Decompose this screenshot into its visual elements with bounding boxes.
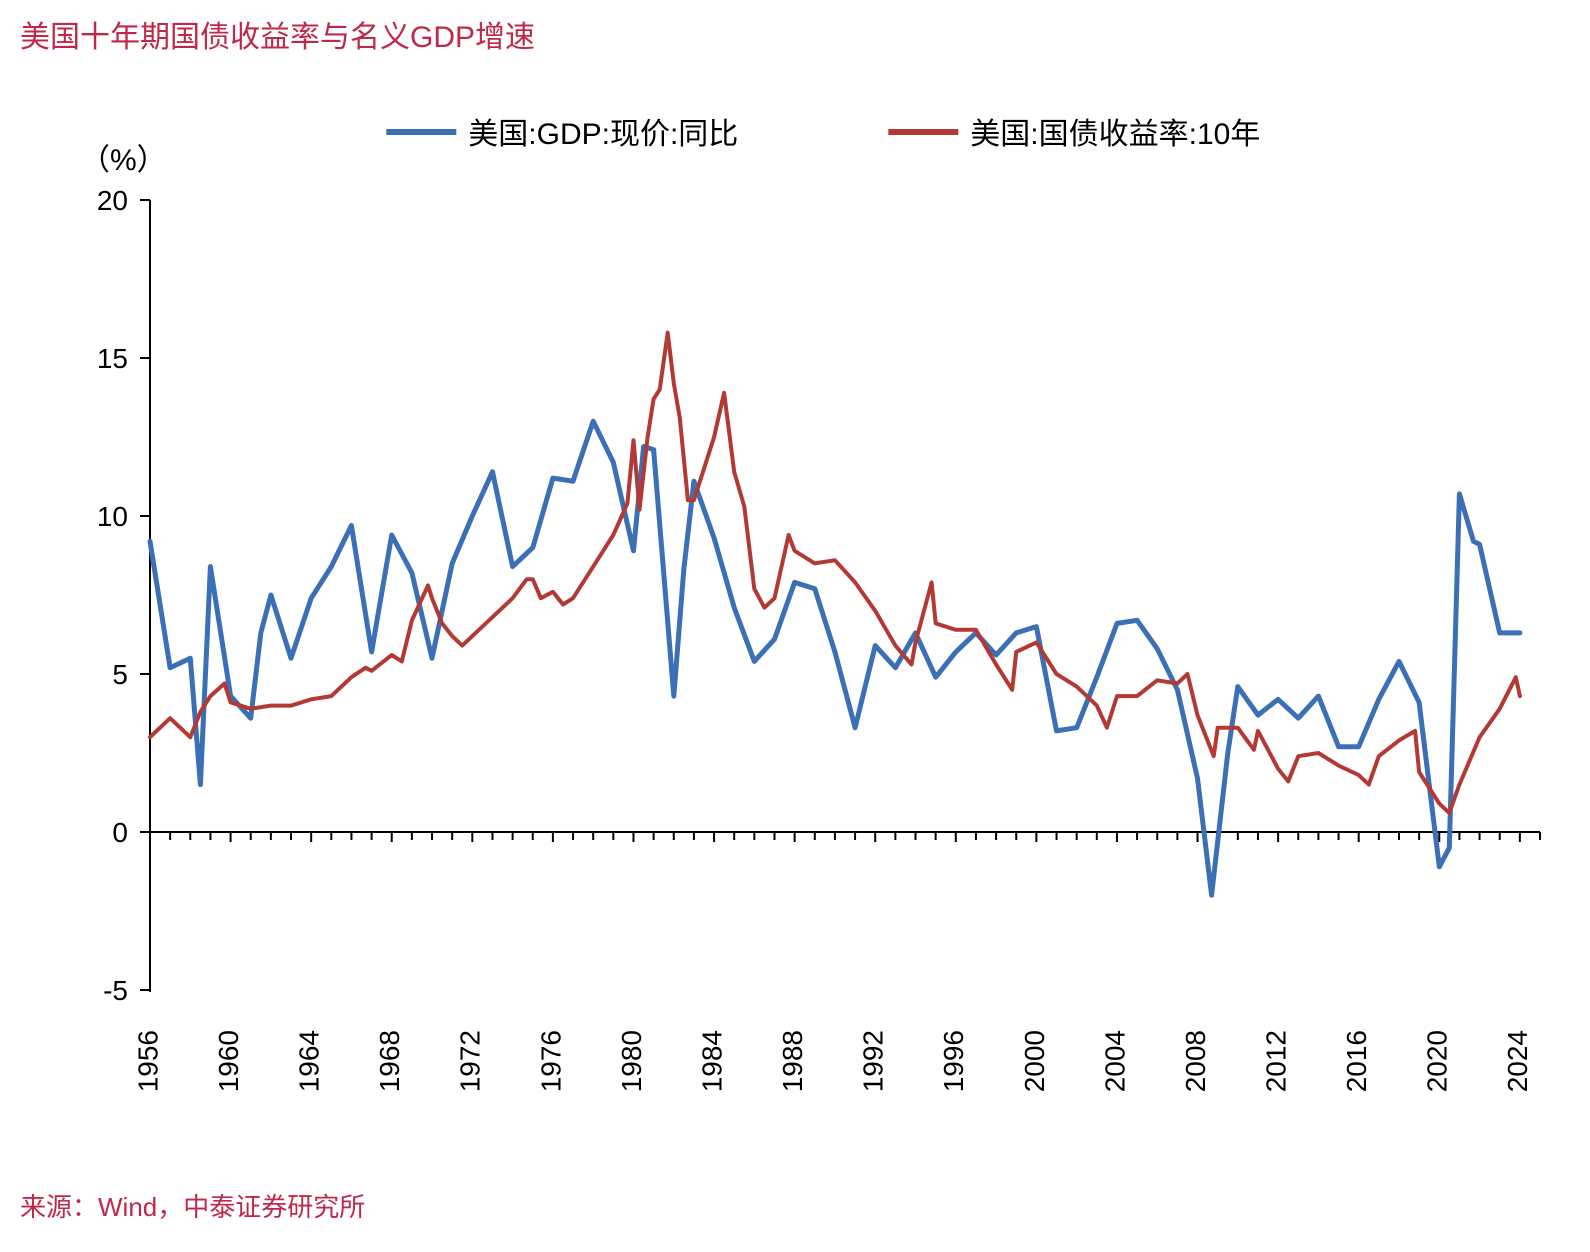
- x-tick-label-group: 2020: [1422, 1030, 1453, 1092]
- source-attribution: 来源：Wind，中泰证券研究所: [20, 1187, 365, 1224]
- x-tick-label: 1996: [938, 1030, 969, 1092]
- x-tick-label-group: 1964: [294, 1030, 325, 1092]
- legend-swatch-0: [386, 129, 456, 135]
- x-tick-label-group: 1960: [213, 1030, 244, 1092]
- series-line-1: [150, 333, 1520, 813]
- x-tick-label-group: 1956: [132, 1030, 163, 1092]
- y-tick-label: 5: [112, 659, 128, 690]
- x-tick-label: 2016: [1341, 1030, 1372, 1092]
- x-tick-label-group: 1968: [374, 1030, 405, 1092]
- x-tick-label-group: 2004: [1099, 1030, 1130, 1092]
- page: 美国十年期国债收益率与名义GDP增速 （%） 美国:GDP:现价:同比 美国:国债收…: [0, 0, 1590, 1252]
- x-tick-label: 1968: [374, 1030, 405, 1092]
- x-tick-label-group: 1972: [455, 1030, 486, 1092]
- x-tick-label-group: 2024: [1502, 1030, 1533, 1092]
- x-tick-label-group: 2008: [1180, 1030, 1211, 1092]
- x-tick-label-group: 1976: [535, 1030, 566, 1092]
- legend-label-0: 美国:GDP:现价:同比: [468, 118, 738, 151]
- y-tick-label: 0: [112, 817, 128, 848]
- y-unit-label: （%）: [80, 144, 167, 177]
- x-tick-label-group: 1996: [938, 1030, 969, 1092]
- x-tick-label-group: 1988: [777, 1030, 808, 1092]
- x-tick-label: 2020: [1422, 1030, 1453, 1092]
- series-line-0: [150, 421, 1520, 895]
- x-tick-label-group: 2000: [1019, 1030, 1050, 1092]
- y-tick-label: 20: [97, 185, 128, 216]
- x-tick-label: 2004: [1099, 1030, 1130, 1092]
- x-tick-label-group: 1984: [696, 1030, 727, 1092]
- x-tick-label: 1992: [858, 1030, 889, 1092]
- y-tick-label: -5: [103, 975, 128, 1006]
- x-tick-label: 1988: [777, 1030, 808, 1092]
- x-tick-label-group: 1992: [858, 1030, 889, 1092]
- x-tick-label: 1980: [616, 1030, 647, 1092]
- x-tick-label: 2024: [1502, 1030, 1533, 1092]
- chart-title: 美国十年期国债收益率与名义GDP增速: [20, 12, 535, 56]
- x-tick-label-group: 2016: [1341, 1030, 1372, 1092]
- line-chart: （%） 美国:GDP:现价:同比 美国:国债收益率:10年 -5 0 5 10 15 20 195…: [20, 90, 1570, 1170]
- x-tick-label: 2012: [1261, 1030, 1292, 1092]
- legend-swatch-1: [888, 129, 958, 135]
- x-tick-label: 1956: [132, 1030, 163, 1092]
- x-tick-label: 1972: [455, 1030, 486, 1092]
- x-tick-label: 1960: [213, 1030, 244, 1092]
- x-tick-label: 1976: [535, 1030, 566, 1092]
- x-tick-label-group: 1980: [616, 1030, 647, 1092]
- x-tick-label: 1964: [294, 1030, 325, 1092]
- x-tick-label: 1984: [696, 1030, 727, 1092]
- x-tick-label: 2008: [1180, 1030, 1211, 1092]
- y-tick-label: 15: [97, 343, 128, 374]
- x-tick-label: 2000: [1019, 1030, 1050, 1092]
- legend-label-1: 美国:国债收益率:10年: [970, 118, 1260, 151]
- y-tick-label: 10: [97, 501, 128, 532]
- chart-container: （%） 美国:GDP:现价:同比 美国:国债收益率:10年 -5 0 5 10 15 20 195…: [20, 90, 1570, 1170]
- x-tick-label-group: 2012: [1261, 1030, 1292, 1092]
